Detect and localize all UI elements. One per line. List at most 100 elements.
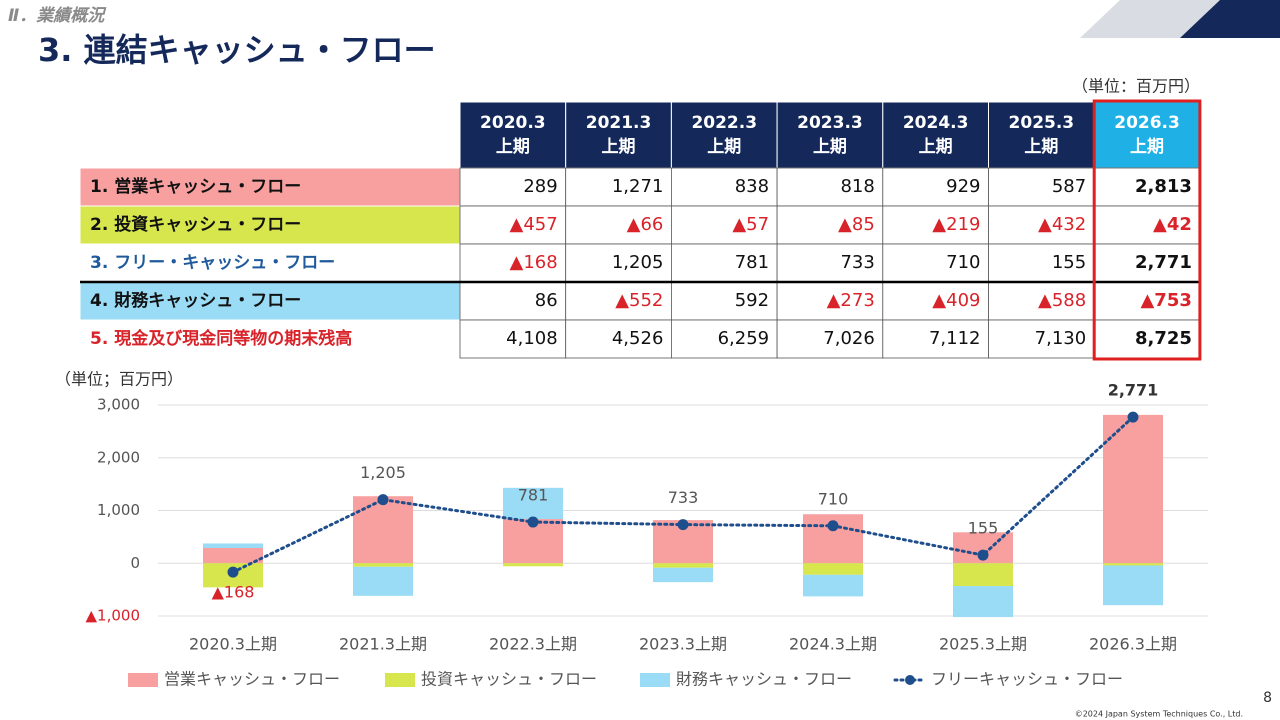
- header-cell: [565, 101, 672, 169]
- cell-value: 587: [1052, 176, 1086, 197]
- slide-title: 3. 連結キャッシュ・フロー: [38, 31, 436, 69]
- copyright: ©2024 Japan System Techniques Co., Ltd.: [1075, 710, 1243, 719]
- cell-value: 4,526: [612, 328, 664, 349]
- marker: [527, 516, 539, 528]
- y-axis-label: （単位；百万円）: [55, 370, 183, 389]
- cell-value: 86: [535, 290, 558, 311]
- cell-value: ▲85: [838, 214, 875, 235]
- data-label: 733: [668, 488, 699, 507]
- decor: [1080, 0, 1220, 38]
- cell: [882, 243, 989, 283]
- cell-value: ▲552: [615, 290, 663, 311]
- header-cell: [459, 101, 567, 169]
- legend-label: 営業キャッシュ・フロー: [164, 670, 340, 689]
- data-label: 1,205: [360, 463, 406, 482]
- x-tick-label: 2020.3上期: [189, 635, 277, 654]
- cell-value: ▲168: [509, 252, 557, 273]
- highlight: [1092, 99, 1202, 361]
- cell-value: 1,205: [612, 252, 664, 273]
- cell-value: 7,112: [929, 328, 981, 349]
- header-period: 2022.3: [691, 113, 757, 133]
- cell: [565, 243, 672, 283]
- row-label: 4. 財務キャッシュ・フロー: [90, 290, 301, 311]
- cell-value: 7,130: [1035, 328, 1087, 349]
- header-period: 2025.3: [1009, 113, 1075, 133]
- cell-value: ▲432: [1038, 214, 1086, 235]
- cell: [776, 281, 884, 321]
- data-label: 2,771: [1108, 381, 1159, 400]
- cell: [776, 205, 884, 245]
- x-tick-label: 2023.3上期: [639, 635, 727, 654]
- legend-label: フリーキャッシュ・フロー: [931, 670, 1123, 689]
- data-label: 781: [518, 486, 549, 505]
- cell-value: 2,771: [1135, 252, 1192, 273]
- cell-value: ▲753: [1140, 290, 1191, 311]
- legend-swatch: [640, 673, 670, 687]
- header-half: 上期: [496, 137, 530, 157]
- y-tick-label: 1,000: [97, 501, 140, 519]
- cell-value: 929: [946, 176, 980, 197]
- y-tick-label: 2,000: [97, 448, 140, 466]
- bar: [353, 566, 413, 596]
- cell-value: 4,108: [506, 328, 558, 349]
- cell: [776, 243, 884, 283]
- bar: [1103, 563, 1163, 566]
- cell-value: 592: [735, 290, 769, 311]
- cell-value: 818: [840, 176, 874, 197]
- row-label-cell: [79, 205, 461, 245]
- bar: [653, 567, 713, 583]
- legend-label: 財務キャッシュ・フロー: [676, 670, 852, 689]
- cell-value: 710: [946, 252, 980, 273]
- legend-swatch: [128, 673, 158, 687]
- header-period: 2023.3: [797, 113, 863, 133]
- cell: [988, 243, 1095, 283]
- y-tick-label: ▲1,000: [86, 607, 140, 625]
- x-tick-label: 2021.3上期: [339, 635, 427, 654]
- row-label-cell: [79, 243, 461, 283]
- bar: [953, 563, 1013, 587]
- header-cell: [882, 101, 989, 169]
- header-cell: [988, 101, 1095, 169]
- header-cell: [670, 101, 778, 169]
- bar: [203, 543, 263, 549]
- bar: [503, 487, 563, 520]
- cell: [565, 319, 672, 359]
- marker: [827, 520, 839, 532]
- cell: [459, 281, 567, 321]
- header-half: 上期: [707, 137, 741, 157]
- bar: [953, 586, 1013, 618]
- legend-swatch: [385, 673, 415, 687]
- header-period: 2024.3: [903, 113, 969, 133]
- data-label: 155: [968, 519, 999, 538]
- cell-value: ▲57: [732, 214, 769, 235]
- header-half: 上期: [813, 137, 847, 157]
- section: Ⅱ．業績概況: [8, 6, 107, 26]
- bar: [803, 563, 863, 575]
- cell-value: 838: [735, 176, 769, 197]
- cell-value: 7,026: [823, 328, 875, 349]
- cell: [671, 243, 778, 283]
- row-label: 1. 営業キャッシュ・フロー: [90, 176, 301, 197]
- page-number: 8: [1263, 690, 1272, 706]
- x-tick-label: 2022.3上期: [489, 635, 577, 654]
- y-tick-label: 0: [130, 554, 140, 572]
- marker: [677, 519, 689, 531]
- decor: [1180, 0, 1280, 38]
- marker: [1127, 411, 1139, 423]
- cell: [882, 319, 989, 359]
- cell: [671, 205, 778, 245]
- cell: [988, 281, 1095, 321]
- cell: [988, 319, 1095, 359]
- row-label: 5. 現金及び現金同等物の期末残高: [90, 328, 352, 349]
- marker: [977, 549, 989, 561]
- cell-value: 781: [735, 252, 769, 273]
- unit: （単位：百万円）: [1072, 77, 1200, 96]
- x-tick-label: 2024.3上期: [789, 635, 877, 654]
- bar: [203, 548, 263, 564]
- marker: [377, 494, 389, 506]
- row-label-cell: [79, 167, 461, 207]
- cell: [1093, 243, 1201, 283]
- row-label: 3. フリー・キャッシュ・フロー: [90, 253, 335, 273]
- cell: [459, 167, 567, 207]
